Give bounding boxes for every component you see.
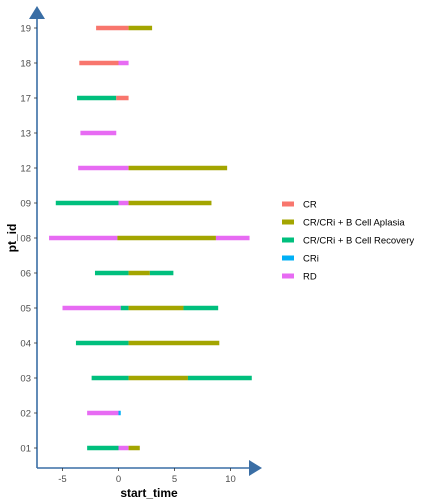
- legend-label: CR: [303, 200, 317, 211]
- x-tick-label: -5: [58, 474, 66, 485]
- segment-08: [215, 235, 250, 241]
- segment-19: [96, 25, 129, 31]
- segment-04: [75, 340, 129, 346]
- y-axis-title: pt_id: [5, 224, 19, 253]
- segment-17: [77, 95, 117, 101]
- y-tick-label: 17: [20, 94, 31, 105]
- segment-04: [128, 340, 220, 346]
- segment-03: [91, 375, 129, 381]
- y-tick-label: 01: [20, 444, 31, 455]
- segment-01: [87, 445, 119, 451]
- segment-05: [183, 305, 219, 311]
- segment-08: [49, 235, 118, 241]
- y-tick-layer: 01 02 03 04 05 06 08 09 12 13 17 18 19: [20, 24, 37, 455]
- segment-19: [128, 25, 153, 31]
- segment-03: [128, 375, 188, 381]
- segment-09: [55, 200, 119, 206]
- segment-12: [128, 165, 228, 171]
- x-axis-title: start_time: [120, 486, 178, 500]
- segment-12: [78, 165, 129, 171]
- segment-18: [118, 60, 129, 66]
- legend-key: [282, 201, 294, 207]
- segment-01: [118, 445, 129, 451]
- legend-key: [282, 273, 294, 279]
- y-tick-label: 05: [20, 304, 31, 315]
- legend-label: CRi: [303, 254, 319, 265]
- segment-05: [62, 305, 121, 311]
- segment-01: [128, 445, 140, 451]
- legend-key: [282, 219, 294, 225]
- x-tick-layer: -5 0 5 10: [58, 468, 236, 485]
- legend: CR CR/CRi + B Cell Aplasia CR/CRi + B Cell…: [282, 200, 414, 283]
- x-tick-label: 10: [225, 474, 236, 485]
- y-tick-label: 13: [20, 129, 31, 140]
- segment-09: [128, 200, 212, 206]
- segment-06: [128, 270, 150, 276]
- segment-18: [79, 60, 119, 66]
- segment-13: [80, 130, 117, 136]
- y-tick-label: 02: [20, 409, 31, 420]
- segment-layer: [49, 25, 252, 451]
- legend-label: CR/CRi + B Cell Aplasia: [303, 218, 405, 229]
- segment-06: [149, 270, 174, 276]
- legend-key: [282, 237, 294, 243]
- segment-17: [116, 95, 129, 101]
- legend-key: [282, 255, 294, 261]
- segment-02: [87, 410, 119, 416]
- axes-layer: [29, 6, 262, 476]
- y-tick-label: 08: [20, 234, 31, 245]
- legend-label: RD: [303, 272, 317, 283]
- y-axis-arrow-icon: [29, 6, 45, 19]
- y-tick-label: 03: [20, 374, 31, 385]
- y-tick-label: 19: [20, 24, 31, 35]
- x-tick-label: 5: [172, 474, 177, 485]
- segment-06: [94, 270, 129, 276]
- x-tick-label: 0: [116, 474, 121, 485]
- segment-05: [128, 305, 184, 311]
- x-axis-arrow-icon: [249, 460, 262, 476]
- segment-08: [117, 235, 216, 241]
- y-tick-label: 12: [20, 164, 31, 175]
- segment-02: [118, 410, 121, 416]
- legend-label: CR/CRi + B Cell Recovery: [303, 236, 414, 247]
- segment-03: [187, 375, 252, 381]
- y-tick-label: 06: [20, 269, 31, 280]
- segment-09: [118, 200, 129, 206]
- y-tick-label: 04: [20, 339, 31, 350]
- y-tick-label: 18: [20, 59, 31, 70]
- segment-05: [120, 305, 129, 311]
- y-tick-label: 09: [20, 199, 31, 210]
